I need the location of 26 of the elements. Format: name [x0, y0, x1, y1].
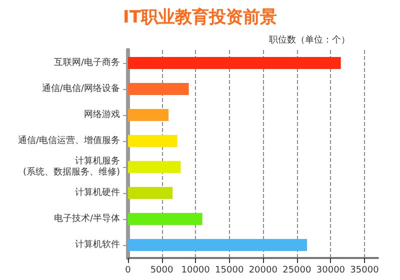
y-tick-label: 计算机硬件: [75, 187, 120, 198]
chart-title: IT职业教育投资前景: [123, 6, 277, 28]
y-tick-label: 通信/电信/网络设备: [42, 83, 120, 94]
y-tick-label: 互联网/电子商务: [54, 57, 120, 68]
text: 职位数（单位：个）: [269, 34, 350, 46]
x-tick-label: 35000: [350, 266, 380, 276]
bar: [128, 109, 169, 121]
x-tick-label: 5000: [150, 266, 174, 276]
y-tick-label: 计算机服务 (系统、数据服务、维修): [22, 156, 120, 178]
bar: [128, 161, 181, 173]
x-tick-label: 25000: [282, 266, 312, 276]
bar: [128, 187, 173, 199]
x-tick-label: 30000: [316, 266, 346, 276]
bar: [128, 239, 308, 251]
x-tick-label: 15000: [215, 266, 244, 276]
bar: [128, 83, 189, 95]
bar: [128, 213, 202, 225]
bar: [128, 135, 178, 147]
x-tick-label: 0: [125, 266, 132, 276]
y-tick-label: 电子技术/半导体: [54, 213, 120, 224]
x-tick-label: 10000: [181, 266, 210, 276]
x-tick-label: 20000: [248, 266, 278, 276]
y-tick-label: 计算机软件: [75, 239, 120, 250]
y-tick-label: 通信/电信运营、增值服务: [18, 135, 120, 146]
y-tick-label: 网络游戏: [84, 109, 120, 120]
bar: [128, 57, 341, 69]
